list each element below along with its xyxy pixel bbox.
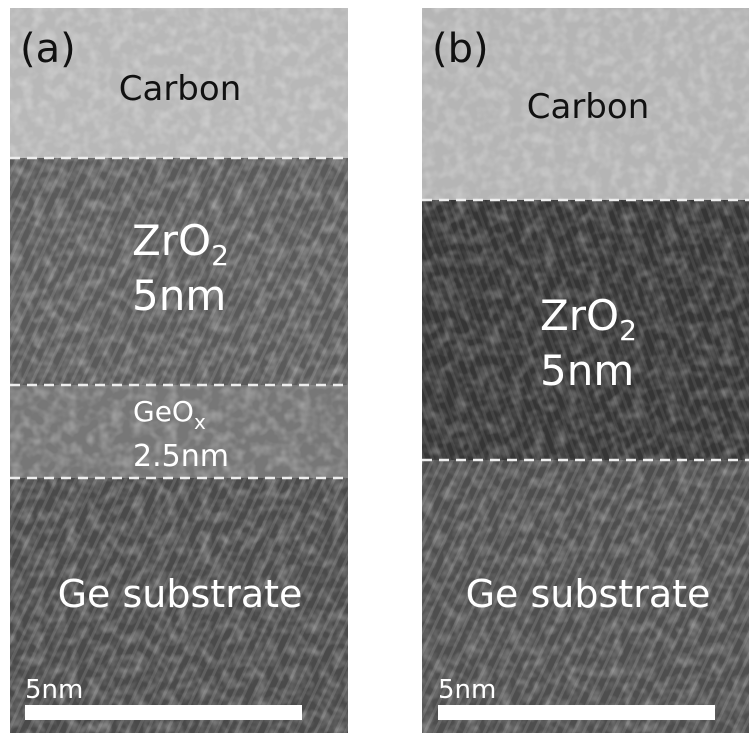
layer-label: Ge substrate — [466, 572, 711, 616]
scale-bar-label: 5nm — [438, 675, 496, 705]
subscript: x — [194, 410, 206, 434]
panel-label: (a) — [20, 26, 76, 72]
scale-bar — [25, 705, 302, 720]
scale-bar-label: 5nm — [25, 675, 83, 705]
subscript: 2 — [619, 314, 637, 347]
layer-label: Ge substrate — [58, 572, 303, 616]
figure: (a) Carbon ZrO2 5nm GeOx 2.5nm Ge substr… — [0, 0, 749, 733]
scale-bar — [438, 705, 715, 720]
layer-name: ZrO — [132, 216, 211, 265]
layer-thickness: 5nm — [132, 271, 226, 320]
layer-thickness: 2.5nm — [133, 439, 229, 474]
layer-name: ZrO — [540, 291, 619, 340]
subscript: 2 — [211, 239, 229, 272]
panel-b: (b) Carbon ZrO2 5nm Ge substrate 5nm — [422, 8, 749, 733]
layer-label: Carbon — [119, 69, 242, 109]
layer-label: Carbon — [527, 87, 650, 127]
panel-label: (b) — [432, 26, 489, 72]
layer-name: GeO — [133, 395, 194, 428]
layer-thickness: 5nm — [540, 346, 634, 395]
panel-a: (a) Carbon ZrO2 5nm GeOx 2.5nm Ge substr… — [10, 8, 348, 733]
noise — [10, 8, 348, 733]
